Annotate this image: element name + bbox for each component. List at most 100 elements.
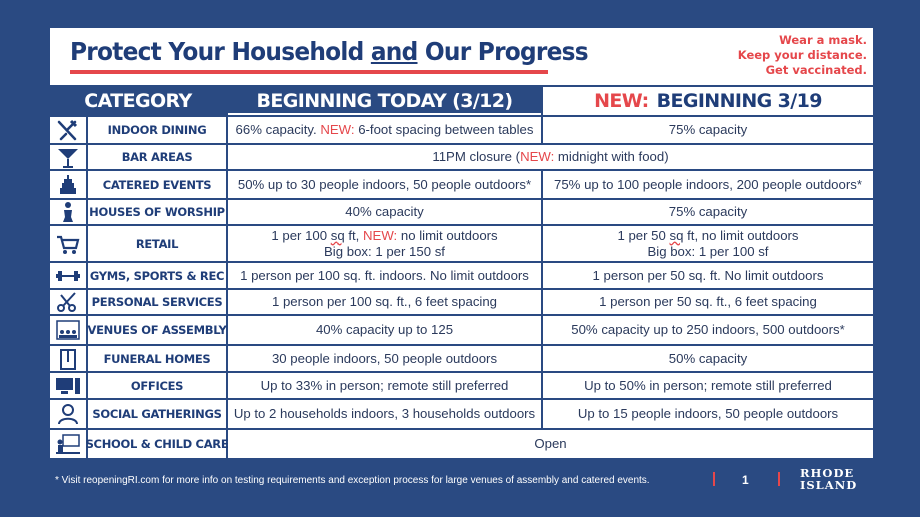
next-value-cell: 75% capacity [543,200,873,224]
cell-value: Up to 15 people indoors, 50 people outdo… [578,406,838,422]
rhode-island-logo: RHODE ISLAND [800,466,858,492]
spellcheck-word: sq [330,227,345,243]
text-segment: 6-foot spacing between tables [354,122,534,137]
header-banner: Protect Your Household and Our Progress … [50,28,873,85]
category-label: GYMS, SPORTS & REC [89,268,225,283]
new-tag: NEW: [520,149,555,164]
text-segment: ft, [344,227,364,243]
next-value-cell: 50% capacity [543,346,873,371]
text-segment: 75% capacity [668,204,748,219]
cell-value: 50% up to 30 people indoors, 50 people o… [238,177,531,193]
category-label: BAR AREAS [121,150,193,164]
cell-value: 50% capacity [669,351,747,367]
category-cell: GYMS, SPORTS & REC [88,263,226,288]
next-value-cell: 1 person per 50 sq. ft., 6 feet spacing [543,290,873,314]
text-segment: 1 per 50 [617,227,670,243]
person-icon [50,400,86,428]
today-value-cell: 1 person per 100 sq. ft., 6 feet spacing [228,290,541,314]
category-cell: OFFICES [88,373,226,398]
cell-value: 1 per 100 sq ft, NEW: no limit outdoors B… [271,228,497,260]
table-row: GYMS, SPORTS & REC 1 person per 100 sq. f… [50,263,873,288]
cell-value: 75% capacity [669,204,747,220]
today-value-cell: Up to 33% in person; remote still prefer… [228,373,541,398]
text-segment: midnight with food) [554,149,669,164]
text-segment: 1 person per 100 sq. ft., 6 feet spacing [271,294,498,309]
text-segment: 50% up to 30 people indoors, 50 people o… [237,176,532,192]
category-cell: VENUES OF ASSEMBLY [87,316,227,344]
slogan-distance: Keep your distance. [737,48,867,62]
category-label: RETAIL [135,236,179,251]
today-value-cell: Up to 2 households indoors, 3 households… [228,400,541,428]
text-segment: Open [534,436,567,451]
page-number: 1 [742,473,749,487]
text-segment: Up to 50% in person; remote still prefer… [584,377,832,393]
cell-value: 1 person per 100 sq. ft. indoors. No lim… [240,268,529,284]
next-value-cell: 1 per 50 sq ft, no limit outdoors Big box… [543,226,873,261]
new-tag: NEW: [320,122,355,137]
teacher-icon [50,430,86,458]
category-label: SCHOOL & CHILD CARE [85,437,229,451]
text-segment: 40% capacity [345,204,424,219]
cell-value: 30 people indoors, 50 people outdoors [272,351,497,367]
category-cell: INDOOR DINING [88,117,226,143]
footnote: * Visit reopeningRI.com for more info on… [55,475,650,486]
category-cell: SOCIAL GATHERINGS [88,400,226,428]
table-row: RETAIL 1 per 100 sq ft, NEW: no limit out… [50,226,873,261]
today-value-cell: 66% capacity. NEW: 6-foot spacing betwee… [228,117,541,143]
cell-value: Up to 2 households indoors, 3 households… [234,406,535,422]
column-header-category: CATEGORY [84,90,192,112]
text-segment: Up to 33% in person; remote still prefer… [260,377,509,393]
text-segment: 1 per 100 [271,227,331,243]
text-segment: no limit outdoors [397,227,498,243]
table-row: FUNERAL HOMES 30 people indoors, 50 peopl… [50,346,873,371]
text-segment: ft, no limit outdoors [683,227,799,243]
next-value-cell: 1 person per 50 sq. ft. No limit outdoor… [543,263,873,288]
column-header-today: BEGINNING TODAY (3/12) [256,90,513,112]
worship-icon [50,200,86,224]
page-title: Protect Your Household and Our Progress [70,37,589,66]
text-segment: 1 person per 100 sq. ft. indoors. No lim… [240,267,529,283]
cell-value: Open [534,436,566,452]
scissors-icon [50,290,86,314]
text-segment: 30 people indoors, 50 people outdoors [271,350,498,366]
header-divider [228,113,541,115]
text-segment: 66% capacity. [235,122,321,137]
text-segment: 1 person per 50 sq. ft. No limit outdoor… [592,267,824,283]
table-row: OFFICES Up to 33% in person; remote still… [50,373,873,398]
text-segment: 1 person per 50 sq. ft., 6 feet spacing [599,294,817,309]
category-cell: RETAIL [88,226,226,261]
table-body: INDOOR DINING 66% capacity. NEW: 6-foot s… [50,117,873,458]
category-label: INDOOR DINING [107,123,207,137]
table-row: VENUES OF ASSEMBLY 40% capacity up to 125… [50,316,873,344]
category-label: FUNERAL HOMES [103,351,211,366]
table-header-row: CATEGORY BEGINNING TODAY (3/12) NEW: BEGI… [50,87,873,115]
table-row: INDOOR DINING 66% capacity. NEW: 6-foot s… [50,117,873,143]
text-segment: Big box: 1 per 150 sf [324,243,445,259]
category-label: SOCIAL GATHERINGS [92,407,222,421]
cart-icon [50,226,86,261]
table-row: PERSONAL SERVICES 1 person per 100 sq. ft… [50,290,873,314]
today-value-cell: 40% capacity up to 125 [228,316,541,344]
cocktail-icon [50,145,86,169]
footer-divider-right [778,472,780,486]
category-label: VENUES OF ASSEMBLY [87,323,227,337]
today-value-cell: 1 person per 100 sq. ft. indoors. No lim… [228,263,541,288]
cell-value: 1 per 50 sq ft, no limit outdoors Big box… [617,228,798,260]
category-label: CATERED EVENTS [102,177,212,192]
cell-value: 11PM closure (NEW: midnight with food) [432,149,668,165]
cell-value: 1 person per 50 sq. ft. No limit outdoor… [593,268,824,284]
category-cell: SCHOOL & CHILD CARE [85,430,229,458]
computer-icon [50,373,86,398]
merged-value-cell: 11PM closure (NEW: midnight with food) [228,145,873,169]
column-header-next: NEW: BEGINNING 3/19 [543,87,873,115]
next-value-cell: 75% capacity [543,117,873,143]
dumbbell-icon [50,263,86,288]
category-cell: PERSONAL SERVICES [88,290,226,314]
today-value-cell: 1 per 100 sq ft, NEW: no limit outdoors B… [228,226,541,261]
text-segment: 75% capacity [668,122,748,137]
category-cell: FUNERAL HOMES [88,346,226,371]
table-row: CATERED EVENTS 50% up to 30 people indoor… [50,171,873,198]
cell-value: 1 person per 50 sq. ft., 6 feet spacing [599,294,817,310]
new-tag: NEW: [594,90,649,112]
next-value-cell: Up to 50% in person; remote still prefer… [543,373,873,398]
